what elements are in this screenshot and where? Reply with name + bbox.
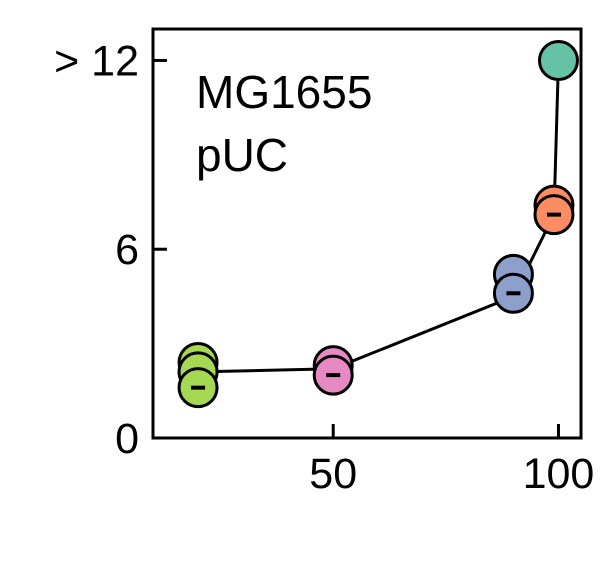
annotation-plasmid: pUC [196, 129, 288, 181]
x-tick-label-0: 50 [309, 450, 357, 498]
annotation-strain: MG1655 [196, 66, 372, 118]
annotation: MG1655 pUC [196, 66, 372, 181]
data-point-9 [537, 39, 579, 81]
axis-ticks: 50 100 0 6 > 12 [54, 37, 594, 498]
y-tick-label-1: 6 [115, 226, 139, 274]
plot-frame [151, 27, 583, 440]
y-tick-label-0: 0 [115, 415, 139, 463]
x-tick-label-1: 100 [523, 450, 595, 498]
y-tick-label-2: > 12 [54, 37, 139, 85]
data-markers [177, 39, 579, 409]
